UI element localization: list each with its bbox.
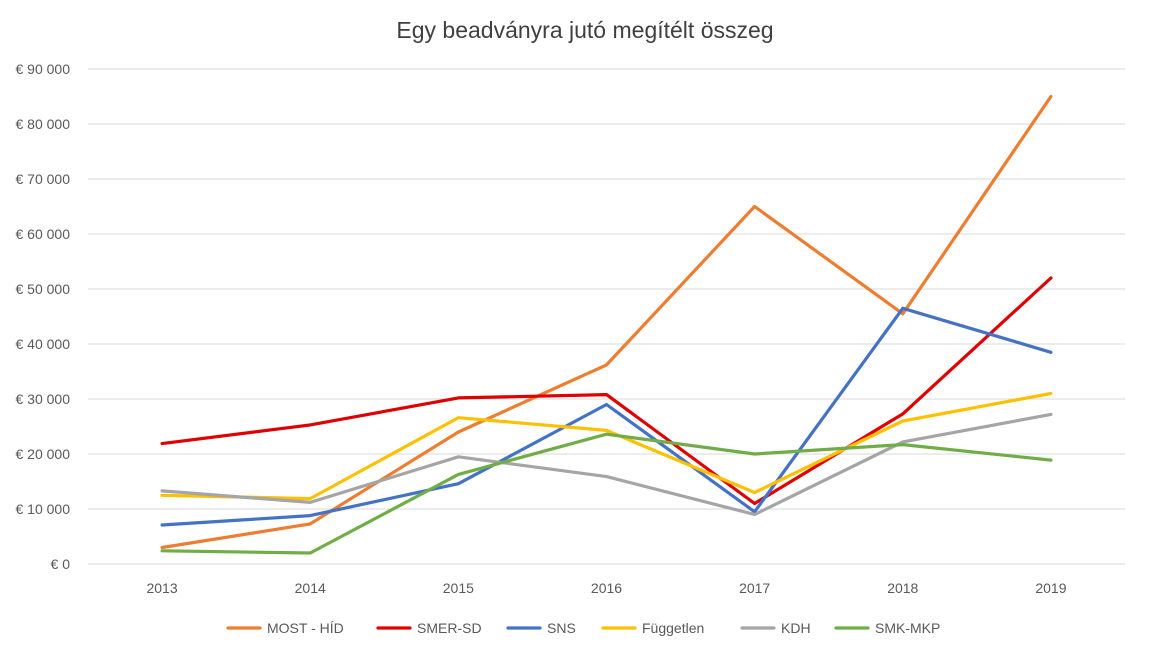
y-tick-label: € 0 — [51, 556, 71, 572]
y-axis-ticks: € 0 € 10 000 € 20 000 € 30 000 € 40 000 € 50 … — [16, 61, 71, 572]
y-tick-label: € 20 000 — [16, 446, 71, 462]
y-tick-label: € 90 000 — [16, 61, 71, 77]
gridlines — [88, 68, 1125, 565]
y-tick-label: € 40 000 — [16, 336, 71, 352]
legend-label: MOST - HÍD — [267, 620, 344, 636]
legend-label: SMER-SD — [417, 620, 482, 636]
series-lines — [160, 94, 1053, 555]
series-line — [160, 391, 1053, 501]
y-tick-label: € 80 000 — [16, 116, 71, 132]
series-line — [160, 306, 1053, 527]
legend-label: Független — [642, 620, 704, 636]
legend: MOST - HÍD SMER-SD SNS Független KDH SMK-MKP — [226, 620, 940, 636]
legend-label: SMK-MKP — [875, 620, 940, 636]
x-tick-label: 2013 — [146, 580, 177, 596]
y-tick-label: € 10 000 — [16, 501, 71, 517]
y-tick-label: € 50 000 — [16, 281, 71, 297]
chart-title: Egy beadványra jutó megítélt összeg — [396, 17, 773, 43]
x-axis-ticks: 2013 2014 2015 2016 2017 2018 2019 — [146, 580, 1066, 596]
x-tick-label: 2014 — [295, 580, 326, 596]
x-tick-label: 2015 — [443, 580, 474, 596]
x-tick-label: 2017 — [739, 580, 770, 596]
legend-label: KDH — [781, 620, 811, 636]
series-line — [160, 276, 1053, 506]
legend-label: SNS — [547, 620, 576, 636]
y-tick-label: € 70 000 — [16, 171, 71, 187]
series-line — [160, 412, 1053, 517]
x-tick-label: 2018 — [887, 580, 918, 596]
series-line — [160, 94, 1053, 550]
y-tick-label: € 60 000 — [16, 226, 71, 242]
series-line — [160, 432, 1053, 555]
y-tick-label: € 30 000 — [16, 391, 71, 407]
x-tick-label: 2016 — [591, 580, 622, 596]
x-tick-label: 2019 — [1035, 580, 1066, 596]
